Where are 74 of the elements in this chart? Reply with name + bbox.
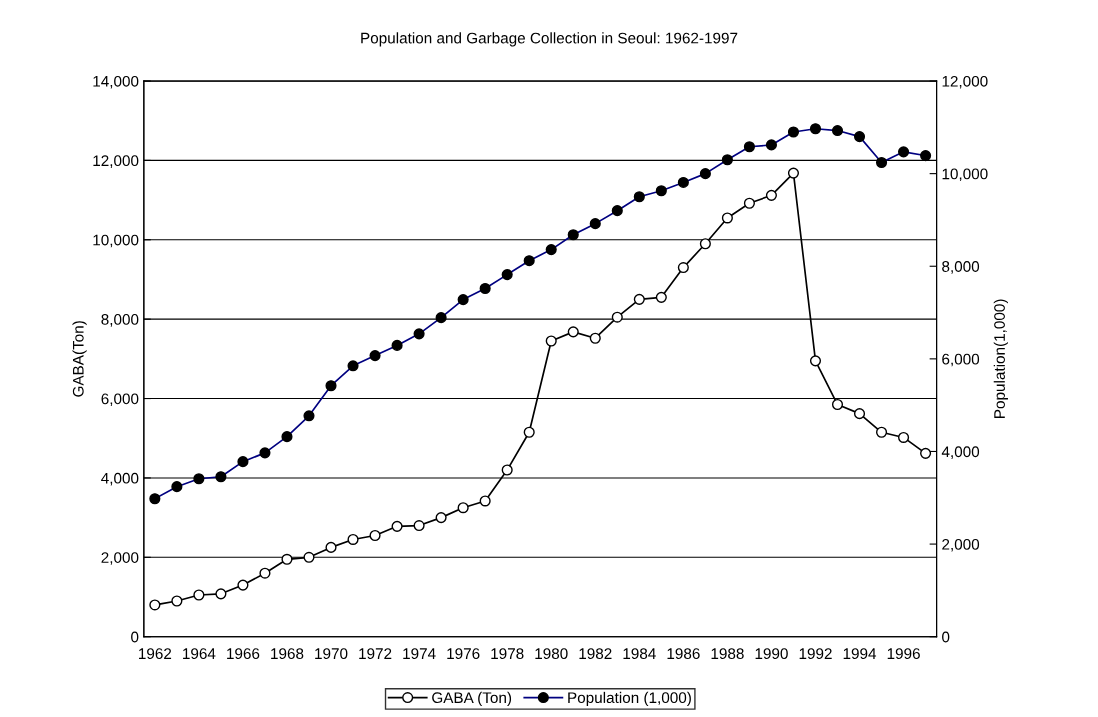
point [567,326,579,338]
point [545,335,557,347]
point [457,502,469,514]
point [325,541,337,553]
point [633,293,645,305]
y-tick-label: 8,000 [101,314,139,327]
point [920,447,932,459]
y-tick-label: 4,000 [101,472,139,486]
point [479,495,491,507]
x-tick-label: 1970 [315,648,348,660]
point [611,311,623,323]
y2-tick-label: 6,000 [942,353,980,367]
y2-tick-label: 4,000 [941,446,980,459]
point [303,551,315,563]
point [721,212,733,224]
x-tick-label: 1990 [755,648,788,660]
point [347,533,359,546]
y-tick-label: 2,000 [101,552,139,565]
chart-title: Population and Garbage Collection in Seoul: 1962-1997 [361,32,738,47]
point [898,431,910,444]
point [743,197,755,209]
point [765,189,777,201]
x-tick-label: 1974 [403,648,436,660]
point [413,520,425,532]
point [215,588,227,600]
legend-label: Population (1,000) [568,691,691,707]
y-tick-label: 10,000 [93,234,139,248]
x-tick-label: 1966 [227,648,260,660]
point [699,238,711,250]
x-tick-label: 1994 [843,648,877,660]
x-tick-label: 1972 [359,648,392,660]
y2-tick-label: 12,000 [942,75,988,89]
x-tick-label: 1978 [491,648,524,660]
x-tick-label: 1986 [667,648,700,660]
point [281,553,293,565]
point [501,464,513,476]
legend-label: GABA (Ton) [432,691,512,707]
point [655,291,667,303]
point [259,567,271,579]
point [875,426,888,438]
point [809,355,822,367]
y-tick-label: 0 [131,631,139,643]
y2-tick-label: 8,000 [942,261,980,274]
point [435,512,447,524]
point [831,398,844,411]
x-tick-label: 1962 [139,648,172,660]
x-tick-label: 1964 [183,648,216,660]
y-tick-label: 12,000 [93,155,139,168]
y-tick-label: 14,000 [93,75,139,89]
x-tick-label: 1976 [447,648,480,660]
y2-tick-label: 0 [942,631,950,643]
point [589,332,601,344]
y2-axis-title: Population(1,000) [993,299,1008,418]
y-tick-label: 6,000 [101,393,139,407]
x-tick-label: 1988 [711,648,744,660]
point [193,589,205,601]
x-tick-label: 1982 [579,648,612,660]
point [391,520,403,532]
x-tick-label: 1992 [799,648,832,660]
point [677,262,689,274]
point [787,167,800,179]
point [369,529,381,542]
point [853,408,866,420]
x-tick-label: 1968 [271,648,304,660]
x-tick-label: 1984 [623,648,656,660]
point [171,595,183,607]
y2-tick-label: 2,000 [942,538,980,552]
point [237,579,249,591]
point [523,426,535,438]
x-tick-label: 1996 [887,648,920,660]
point [149,599,161,611]
x-tick-label: 1980 [535,648,568,660]
y2-tick-label: 10,000 [942,168,988,182]
y-axis-title: GABA(Ton) [72,321,87,397]
